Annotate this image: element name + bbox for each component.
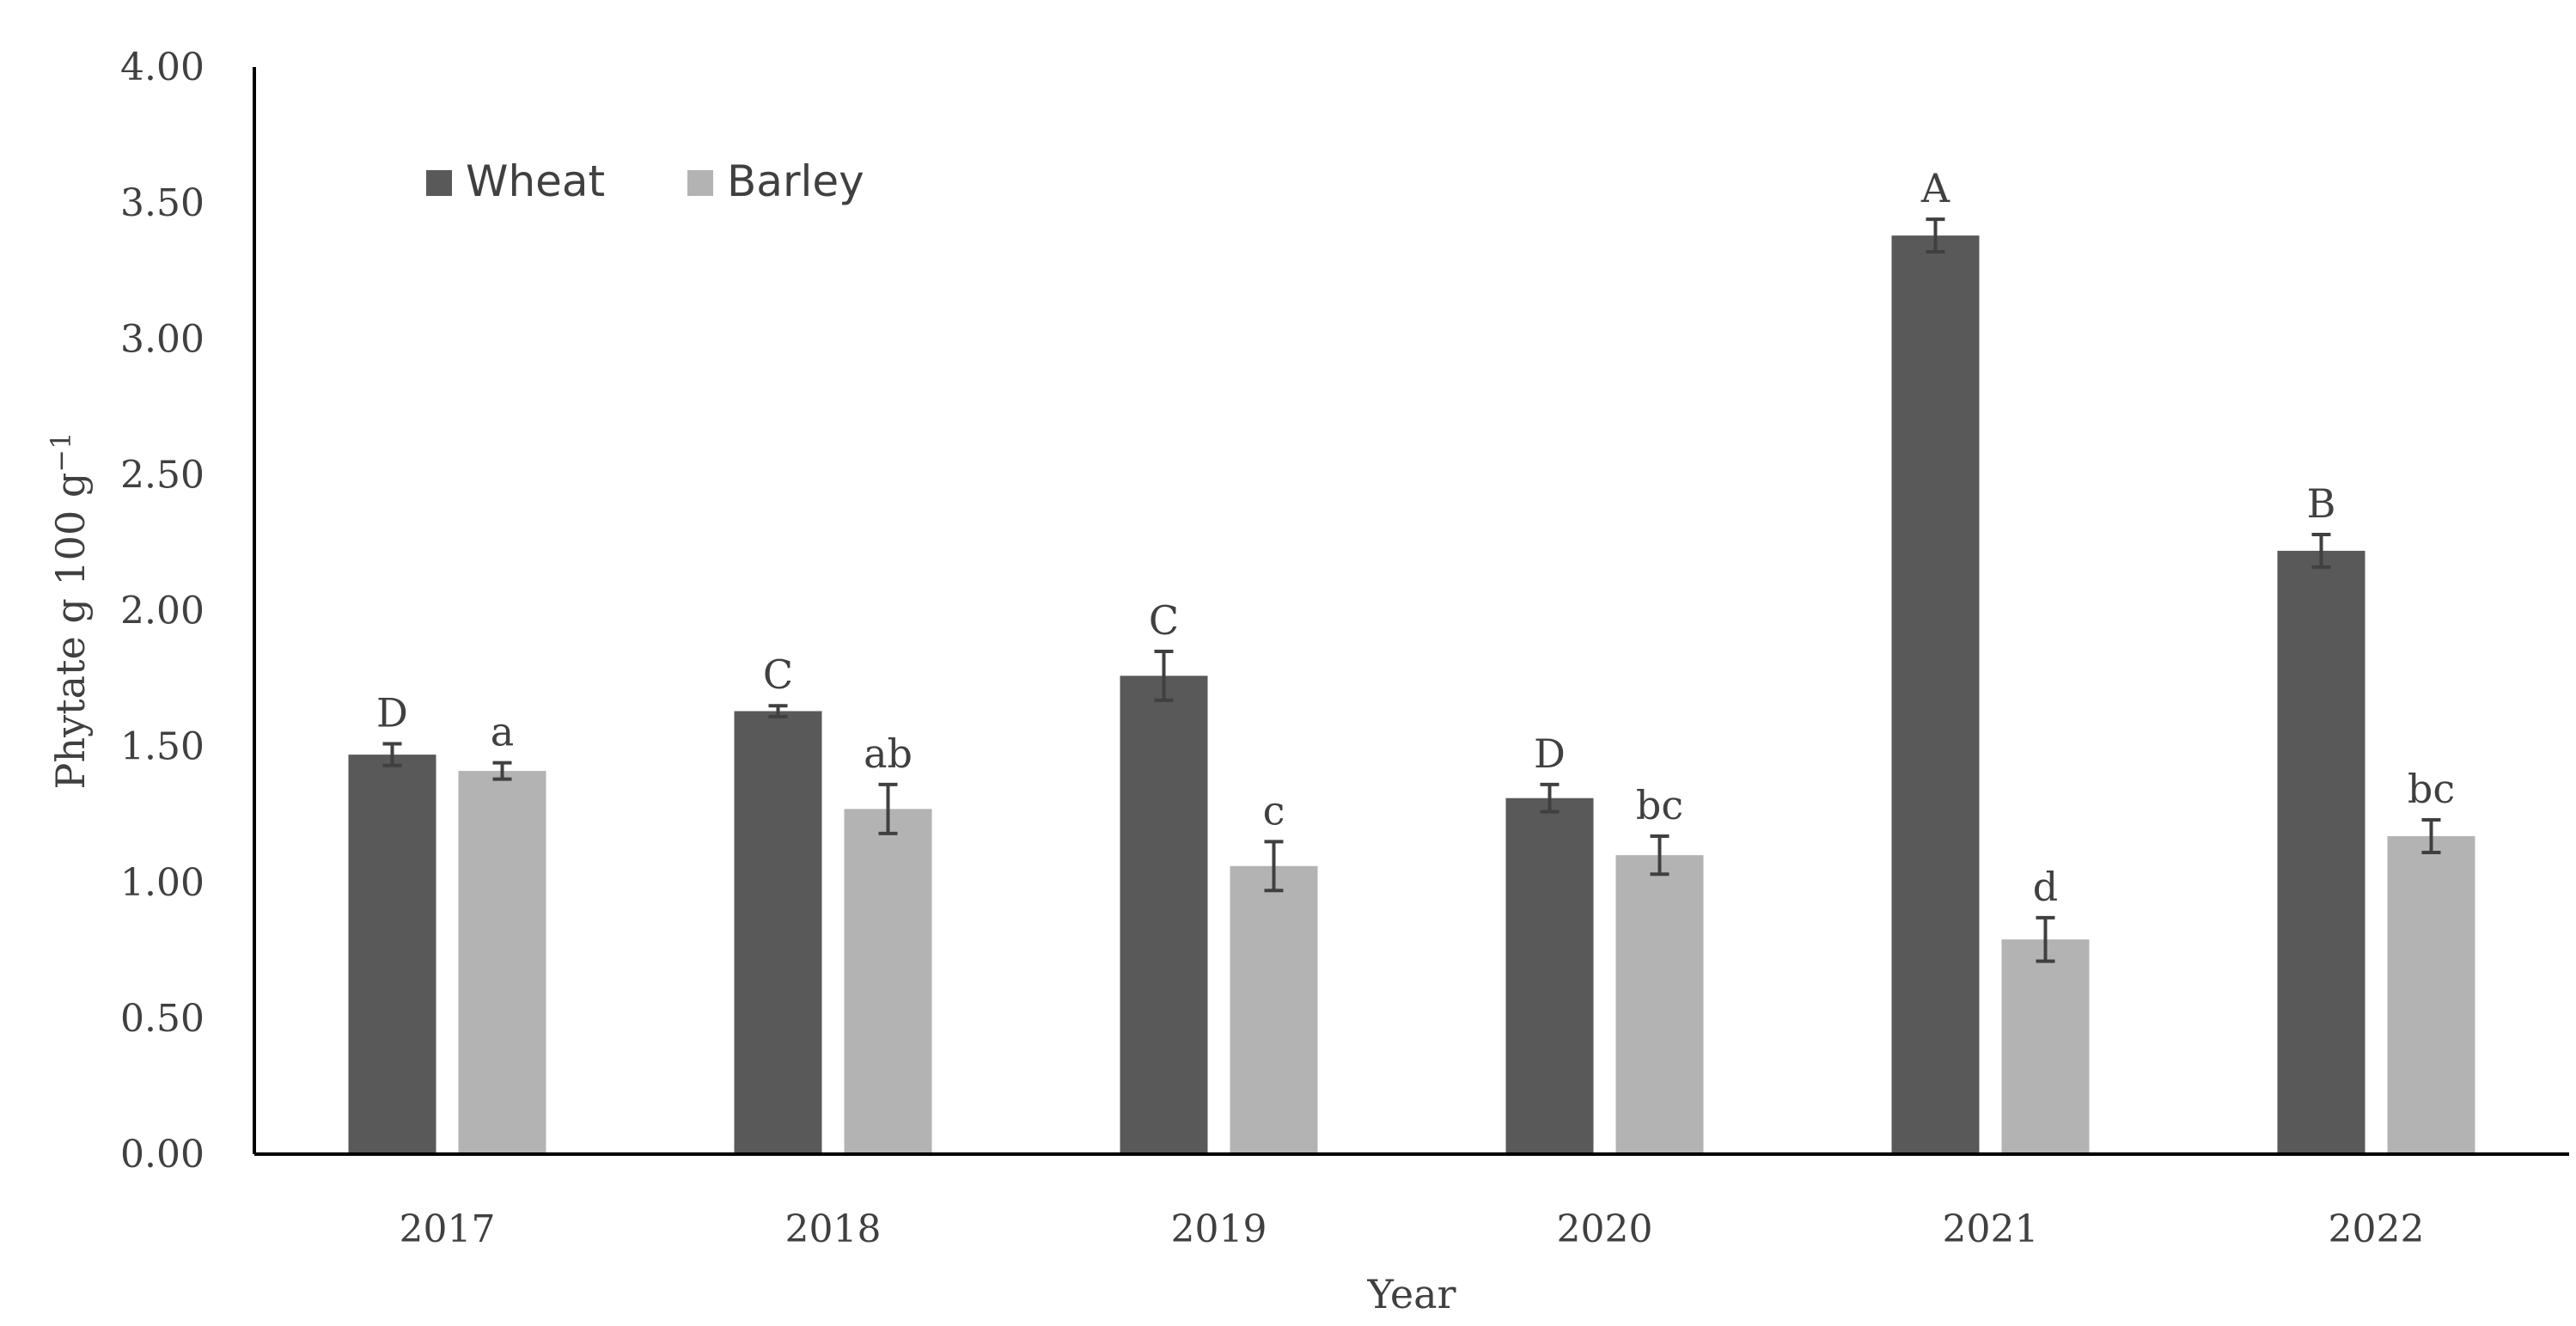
x-tick-label: 2017 bbox=[400, 1207, 496, 1251]
error-bar bbox=[2311, 532, 2331, 569]
legend: Wheat Barley bbox=[426, 156, 864, 206]
y-tick-label: 1.50 bbox=[120, 725, 204, 769]
bar-wheat bbox=[1891, 235, 1980, 1155]
bar-wheat bbox=[348, 755, 436, 1154]
error-bar bbox=[1540, 782, 1560, 814]
x-tick-label: 2019 bbox=[1171, 1207, 1267, 1251]
y-tick-label: 4.00 bbox=[120, 46, 204, 89]
x-tick-label: 2022 bbox=[2329, 1207, 2425, 1251]
y-axis-ticks: 0.00 0.50 1.00 1.50 2.00 2.50 3.00 3.50 4.00 bbox=[120, 46, 204, 1176]
legend-item-wheat: Wheat bbox=[426, 156, 605, 206]
significance-label: B bbox=[2307, 480, 2336, 527]
significance-label: bc bbox=[2408, 766, 2455, 812]
x-axis-title: Year bbox=[1366, 1271, 1456, 1317]
y-tick-label: 2.00 bbox=[120, 590, 204, 633]
significance-label: C bbox=[763, 651, 793, 698]
error-bars bbox=[382, 217, 2441, 963]
y-axis-title: Phytate g 100 g−1 bbox=[45, 432, 94, 790]
x-tick-label: 2021 bbox=[1943, 1207, 2039, 1251]
legend-swatch bbox=[426, 170, 452, 196]
bar-barley bbox=[2001, 939, 2090, 1154]
significance-label: c bbox=[1263, 787, 1285, 834]
error-bar bbox=[2421, 818, 2441, 854]
error-bar bbox=[1154, 649, 1174, 702]
y-axis-title-superscript: −1 bbox=[45, 432, 77, 473]
x-tick-label: 2018 bbox=[785, 1207, 882, 1251]
bar-barley bbox=[2387, 835, 2475, 1154]
x-axis-ticks: 2017 2018 2019 2020 2021 2022 bbox=[400, 1207, 2425, 1251]
y-axis-title-main: Phytate g 100 g bbox=[47, 473, 94, 790]
y-tick-label: 0.50 bbox=[120, 997, 204, 1041]
bar-wheat bbox=[1505, 797, 1594, 1154]
x-tick-label: 2020 bbox=[1557, 1207, 1653, 1251]
significance-label: d bbox=[2033, 864, 2058, 910]
bar-wheat bbox=[1120, 675, 1208, 1154]
bars bbox=[348, 235, 2475, 1155]
significance-label: D bbox=[376, 689, 408, 736]
legend-swatch bbox=[687, 170, 713, 196]
significance-label: A bbox=[1920, 165, 1950, 211]
bar-barley bbox=[458, 771, 546, 1154]
error-bar bbox=[2036, 915, 2055, 963]
bar-barley bbox=[1230, 865, 1318, 1154]
significance-label: bc bbox=[1636, 782, 1683, 828]
error-bar bbox=[1264, 840, 1284, 893]
significance-label: C bbox=[1149, 597, 1179, 644]
y-tick-label: 3.50 bbox=[120, 181, 204, 225]
error-bar bbox=[878, 782, 898, 835]
legend-label: Barley bbox=[727, 156, 864, 206]
bar-barley bbox=[844, 809, 932, 1154]
error-bar bbox=[1650, 834, 1670, 877]
significance-label: a bbox=[491, 709, 514, 755]
y-tick-label: 3.00 bbox=[120, 317, 204, 361]
significance-label: ab bbox=[864, 730, 913, 777]
legend-label: Wheat bbox=[466, 156, 605, 206]
significance-label: D bbox=[1534, 730, 1566, 777]
error-bar bbox=[382, 742, 402, 767]
error-bar bbox=[1926, 217, 1945, 254]
legend-item-barley: Barley bbox=[687, 156, 864, 206]
y-tick-label: 1.00 bbox=[120, 861, 204, 905]
bar-wheat bbox=[2277, 550, 2365, 1154]
y-tick-label: 0.00 bbox=[120, 1133, 204, 1176]
error-bar bbox=[492, 761, 512, 781]
bar-wheat bbox=[734, 711, 822, 1154]
bar-barley bbox=[1615, 855, 1704, 1154]
y-tick-label: 2.50 bbox=[120, 453, 204, 497]
error-bar bbox=[768, 704, 788, 718]
